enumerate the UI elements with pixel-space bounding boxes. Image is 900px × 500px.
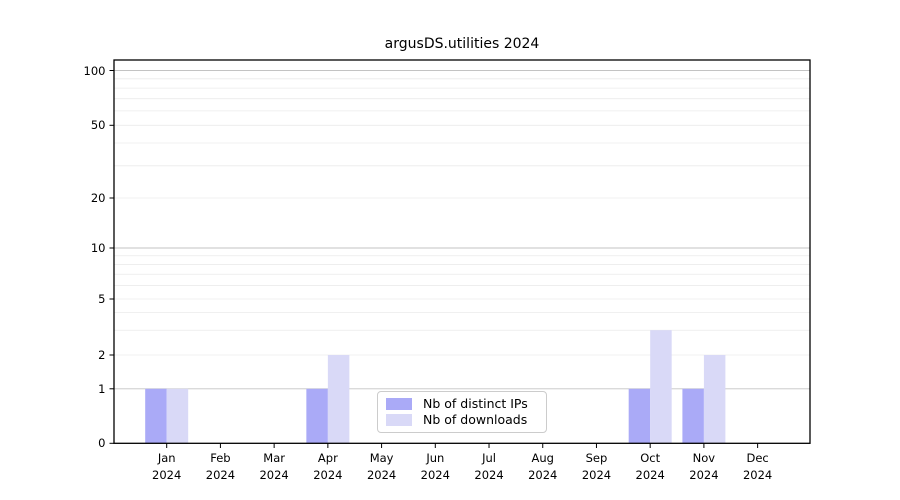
- x-axis-tick-label-feb-2024: Feb 2024: [205, 451, 236, 482]
- y-axis-tick-label-100: 100: [83, 63, 106, 78]
- y-axis-tick-label-10: 10: [90, 241, 106, 255]
- y-axis-tick-label-50: 50: [90, 118, 106, 133]
- axis-spines: [113, 59, 811, 444]
- x-axis-tick-label-jul-2024: Jul 2024: [474, 451, 504, 482]
- y-axis-tick-label-20: 20: [90, 191, 106, 205]
- x-axis-tick-label-jan-2024: Jan 2024: [152, 451, 182, 482]
- bar-distinct-ips-oct-2024: [628, 388, 651, 444]
- y-axis-tick-label-1: 1: [98, 381, 106, 396]
- legend-item-downloads: Nb of downloads: [386, 412, 538, 428]
- bar-downloads-apr-2024: [327, 355, 350, 444]
- y-axis-tick-label-5: 5: [98, 292, 106, 306]
- x-axis-tick-label-oct-2024: Oct 2024: [635, 451, 665, 482]
- bar-downloads-oct-2024: [650, 330, 672, 444]
- bar-distinct-ips-nov-2024: [682, 388, 704, 444]
- x-axis-tick-label-dec-2024: Dec 2024: [742, 451, 773, 482]
- x-axis-tick-label-aug-2024: Aug 2024: [528, 451, 558, 482]
- x-axis-tick-label-may-2024: May 2024: [366, 451, 397, 482]
- x-axis-tick-label-sep-2024: Sep 2024: [581, 451, 612, 482]
- bar-downloads-jan-2024: [166, 388, 189, 444]
- bar-distinct-ips-jan-2024: [145, 388, 167, 444]
- bar-distinct-ips-apr-2024: [306, 388, 328, 444]
- legend-label-distinct-ips: Nb of distinct IPs: [423, 396, 528, 411]
- y-axis-tick-label-2: 2: [98, 348, 106, 362]
- chart-title: argusDS.utilities 2024: [384, 36, 540, 52]
- bar-downloads-nov-2024: [703, 355, 726, 444]
- legend-swatch-downloads: [386, 414, 412, 426]
- legend-swatch-distinct-ips: [386, 398, 412, 410]
- y-axis-tick-label-0: 0: [98, 436, 106, 451]
- x-axis-tick-label-mar-2024: Mar 2024: [259, 451, 289, 482]
- x-axis-tick-label-apr-2024: Apr 2024: [313, 451, 343, 482]
- x-axis-tick-label-jun-2024: Jun 2024: [420, 451, 450, 482]
- legend-label-downloads: Nb of downloads: [423, 412, 528, 427]
- legend-item-distinct-ips: Nb of distinct IPs: [386, 396, 538, 412]
- legend: Nb of distinct IPs Nb of downloads: [377, 391, 547, 433]
- x-axis-tick-label-nov-2024: Nov 2024: [689, 451, 719, 482]
